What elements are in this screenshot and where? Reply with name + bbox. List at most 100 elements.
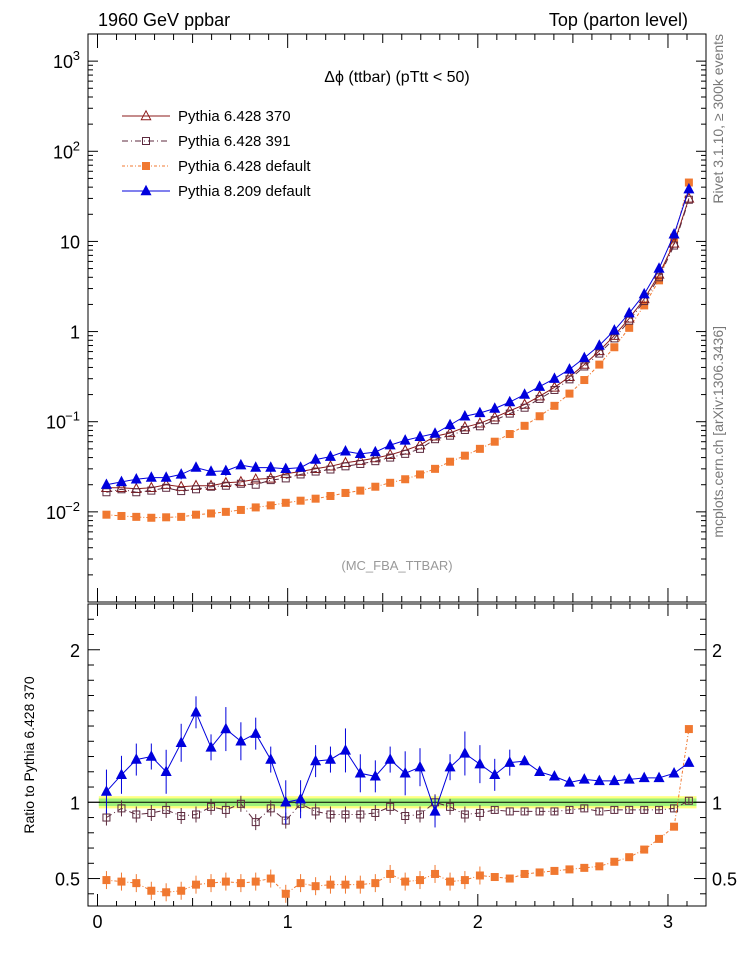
ratio-uncertainty-band [88, 796, 706, 809]
ratio-data-point [608, 774, 620, 786]
data-point [280, 462, 292, 474]
ratio-data-point [655, 805, 664, 814]
series-pythia-6-428-default [102, 178, 693, 522]
ratio-data-point [190, 706, 202, 717]
data-point [341, 488, 350, 497]
ratio-data-point [102, 813, 111, 822]
data-point [625, 323, 634, 332]
data-point [416, 470, 425, 479]
data-point [431, 464, 440, 473]
data-point [384, 438, 396, 450]
ratio-series-layer [100, 696, 695, 903]
data-point [295, 461, 307, 472]
ratio-data-point [117, 877, 126, 886]
ratio-data-point [610, 805, 619, 814]
ratio-plot-frame [87, 603, 707, 907]
legend: Pythia 6.428 370 Pythia 6.428 391 Pythia 6… [122, 108, 311, 200]
ratio-data-point [623, 773, 635, 784]
ratio-data-point [548, 770, 560, 781]
data-point [670, 241, 679, 250]
legend-label: Pythia 6.428 391 [178, 133, 291, 150]
ratio-data-point [668, 767, 680, 778]
ratio-series-line [106, 729, 690, 895]
data-point [534, 380, 546, 391]
ratio-data-point [369, 770, 381, 781]
ratio-data-point [296, 879, 305, 888]
ratio-axis-ticks: 0.5 0.5 1 1 2 2 0 1 2 3 [55, 604, 737, 932]
data-point [638, 287, 650, 299]
ratio-data-point [220, 722, 232, 734]
data-point [207, 509, 216, 518]
data-point [610, 343, 619, 352]
ratio-data-point [683, 756, 695, 767]
ratio-y-tick-label: 0.5 [55, 870, 80, 890]
ratio-data-point [490, 873, 499, 882]
data-point [339, 444, 351, 456]
main-plot-frame [87, 33, 707, 603]
data-point [563, 363, 575, 374]
data-point [460, 451, 469, 460]
ratio-data-point [251, 818, 260, 827]
data-point [668, 237, 680, 248]
data-point [593, 339, 605, 350]
ratio-data-point [550, 807, 559, 816]
ratio-data-point [236, 799, 245, 808]
data-point [147, 513, 156, 522]
ratio-data-point [535, 807, 544, 816]
data-point [192, 510, 201, 519]
data-point [175, 480, 187, 491]
ratio-data-point [115, 768, 127, 780]
series-line [106, 198, 690, 490]
data-point [236, 505, 245, 514]
ratio-data-point [160, 765, 172, 776]
data-point [550, 401, 559, 410]
data-point [623, 306, 635, 318]
data-point [653, 262, 665, 273]
ratio-data-point [670, 822, 679, 831]
y-tick-label: 10 [53, 142, 73, 162]
data-point [595, 349, 604, 358]
ratio-data-point [638, 771, 650, 783]
y-tick-exponent: 3 [73, 48, 80, 63]
data-point [446, 431, 455, 440]
data-point [356, 486, 365, 495]
y-tick-exponent: −2 [65, 499, 80, 514]
ratio-data-point [371, 879, 380, 888]
ratio-y-axis-label: Ratio to Pythia 6.428 370 [21, 676, 37, 833]
ratio-data-point [192, 810, 201, 819]
ratio-data-point [311, 882, 320, 891]
data-point [220, 464, 232, 476]
ratio-y-tick-label-right: 1 [712, 793, 722, 813]
ratio-data-point [595, 807, 604, 816]
plot-title: Δϕ (ttbar) (pTtt < 50) [324, 69, 469, 86]
ratio-data-point [534, 765, 546, 776]
ratio-x-tick-label: 1 [283, 912, 293, 932]
ratio-y-tick-label-right: 0.5 [712, 870, 737, 890]
ratio-data-point [563, 776, 575, 787]
ratio-data-point [580, 863, 589, 872]
data-point [416, 444, 425, 453]
ratio-data-point [326, 810, 335, 819]
ratio-data-point [147, 886, 156, 895]
ratio-y-tick-label: 2 [70, 641, 80, 661]
ratio-data-point [311, 807, 320, 816]
ratio-data-point [625, 853, 634, 862]
data-point [535, 412, 544, 421]
ratio-data-point [295, 792, 307, 804]
data-point [162, 483, 171, 492]
data-point [548, 372, 560, 383]
legend-marker [142, 137, 150, 145]
ratio-data-point [326, 880, 335, 889]
data-point [519, 388, 531, 399]
ratio-data-point [205, 741, 217, 752]
data-point [444, 418, 456, 430]
data-point [326, 465, 335, 474]
data-point [205, 465, 217, 476]
y-tick-exponent: 2 [73, 138, 80, 153]
ratio-data-point [565, 865, 574, 874]
ratio-data-point [550, 866, 559, 875]
ratio-data-point [520, 869, 529, 878]
data-point [446, 457, 455, 466]
